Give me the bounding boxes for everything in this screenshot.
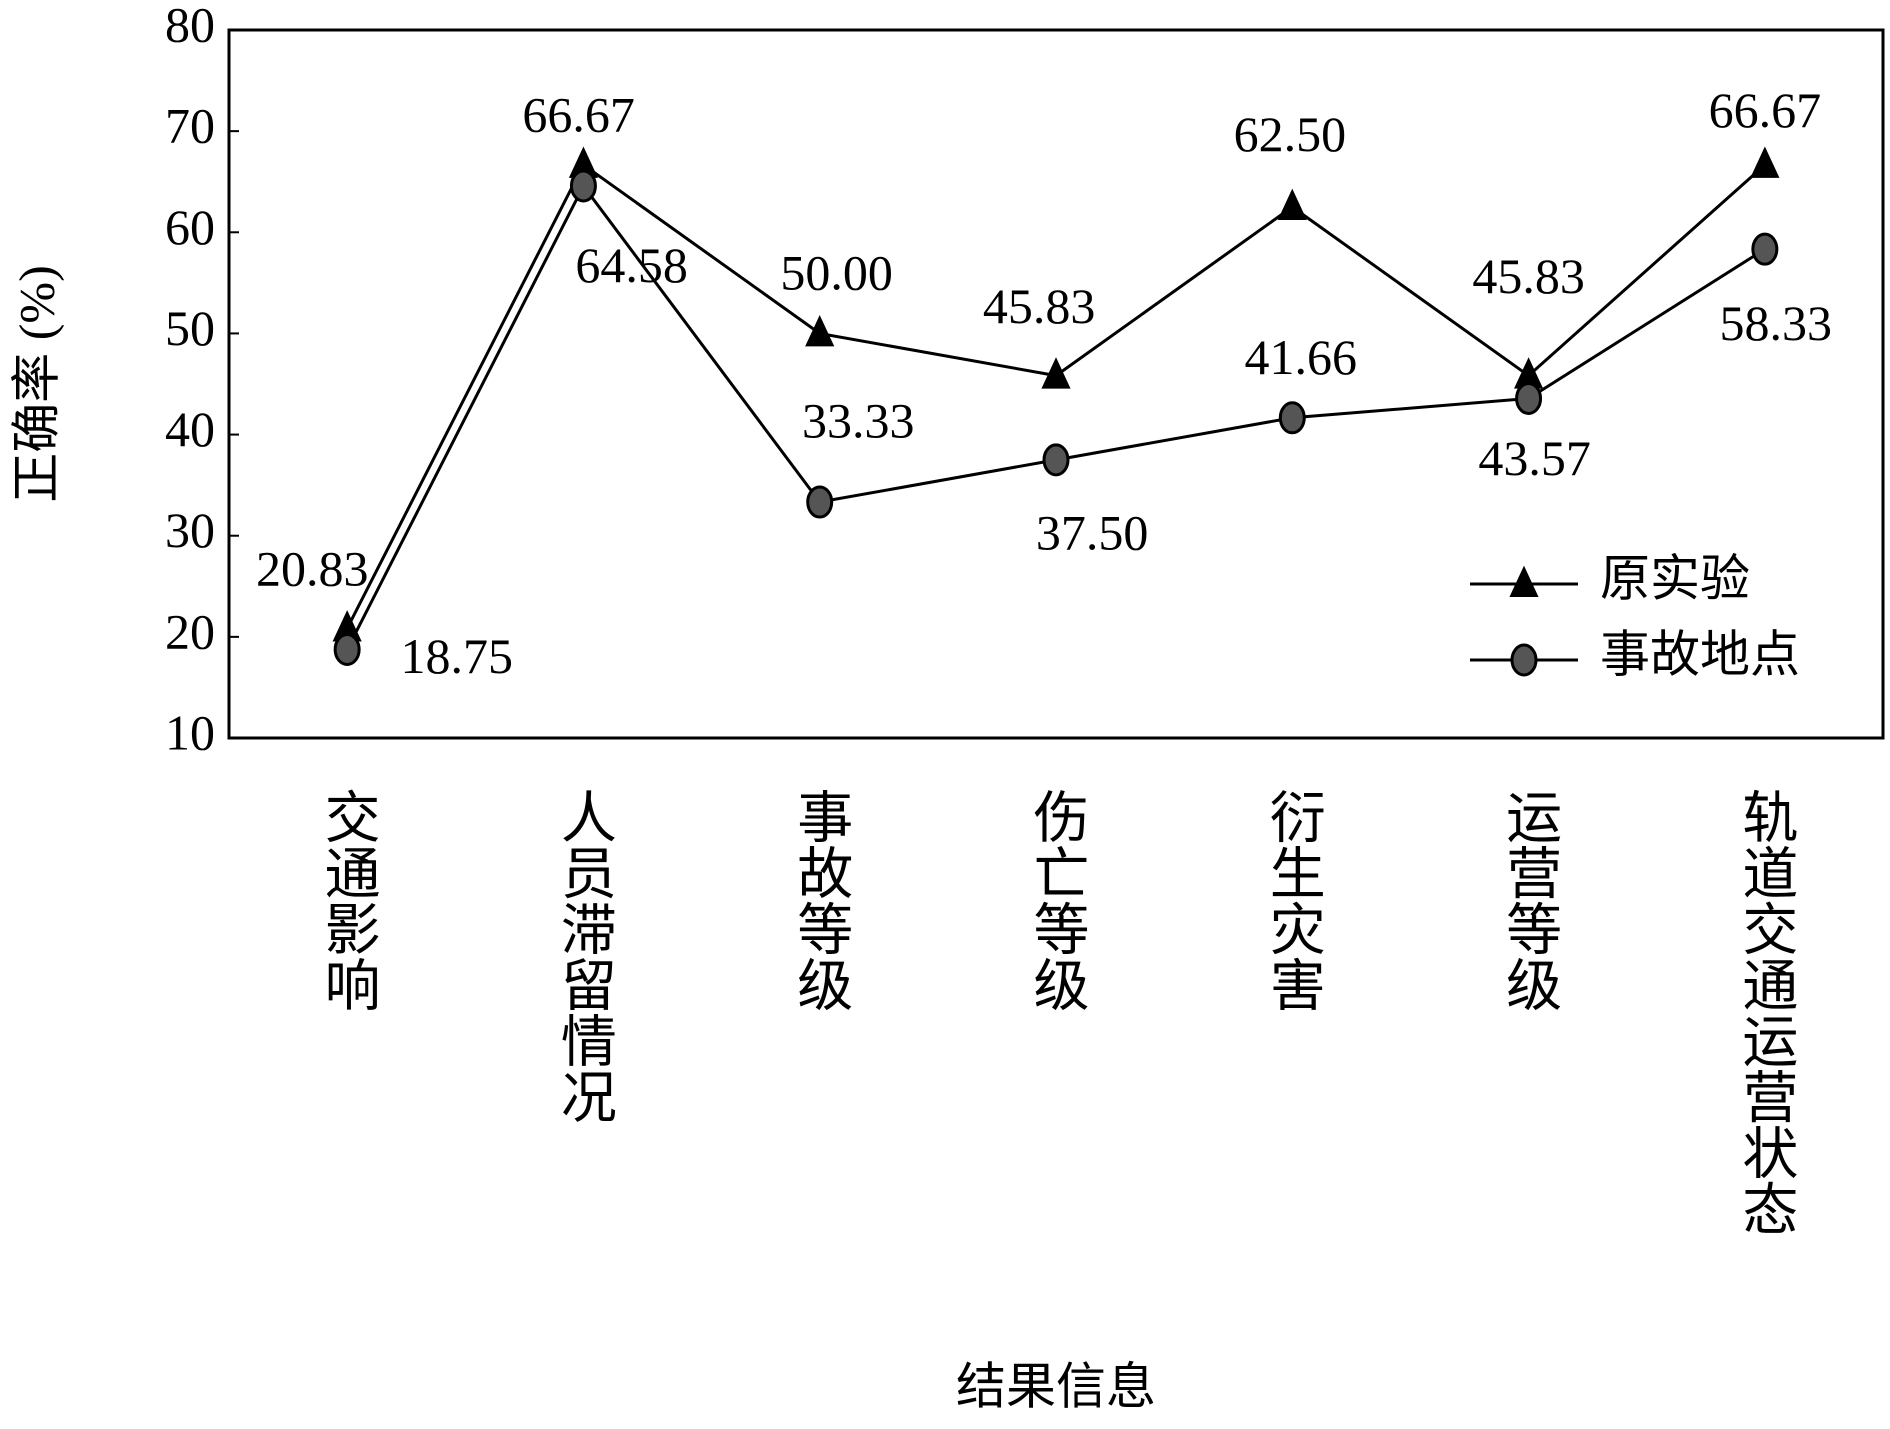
- plot-frame: [227, 28, 1885, 740]
- data-label: 33.33: [802, 393, 915, 449]
- marker-triangle: [1041, 357, 1071, 389]
- marker-triangle: [1750, 146, 1780, 178]
- x-tick-label: 轨道交通运营状态: [1734, 788, 1797, 1236]
- x-tick-label: 交通影响: [316, 788, 378, 1012]
- y-tick-label: 60: [165, 199, 215, 255]
- data-label: 66.67: [1709, 82, 1822, 138]
- data-label: 37.50: [1036, 505, 1149, 561]
- data-label: 20.83: [256, 541, 369, 597]
- marker-circle: [1042, 443, 1070, 477]
- data-label: 18.75: [401, 628, 514, 684]
- marker-triangle: [805, 315, 835, 347]
- y-axis-label: 正确率 (%): [8, 265, 64, 502]
- data-label: 41.66: [1244, 329, 1357, 385]
- y-tick-label: 80: [165, 0, 215, 52]
- legend-label: 原实验: [1600, 550, 1750, 606]
- data-label: 45.83: [1472, 248, 1585, 304]
- marker-circle: [1515, 381, 1543, 415]
- y-tick-label: 10: [165, 704, 215, 760]
- marker-circle: [333, 633, 361, 666]
- data-label: 50.00: [780, 244, 893, 300]
- data-label: 43.57: [1478, 430, 1591, 486]
- x-tick-label: 运营等级: [1498, 788, 1561, 1012]
- y-tick-label: 40: [165, 401, 215, 457]
- data-label: 62.50: [1234, 106, 1347, 162]
- x-tick-label: 衍生灾害: [1261, 788, 1324, 1012]
- marker-circle: [806, 485, 834, 519]
- y-tick-label: 70: [165, 98, 215, 154]
- marker-circle: [569, 169, 597, 203]
- data-label: 64.58: [575, 237, 688, 293]
- data-label: 66.67: [522, 87, 635, 143]
- x-tick-label: 事故等级: [789, 788, 852, 1012]
- marker-triangle: [1509, 565, 1539, 597]
- marker-circle: [1510, 643, 1538, 677]
- marker-triangle: [1277, 188, 1307, 220]
- x-axis-label: 结果信息: [956, 1358, 1156, 1414]
- x-tick-label: 伤亡等级: [1025, 788, 1088, 1012]
- x-tick-label: 人员滞留情况: [552, 788, 615, 1124]
- legend-label: 事故地点: [1600, 626, 1800, 682]
- data-label: 45.83: [983, 278, 1096, 334]
- y-tick-label: 20: [165, 603, 215, 659]
- y-tick-label: 30: [165, 502, 215, 558]
- data-label: 58.33: [1719, 295, 1832, 351]
- marker-circle: [1751, 232, 1779, 266]
- marker-circle: [1278, 401, 1306, 435]
- y-tick-label: 50: [165, 300, 215, 356]
